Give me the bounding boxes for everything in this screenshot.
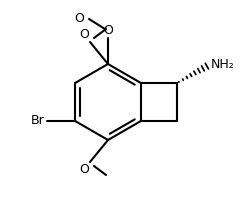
Text: O: O — [79, 163, 89, 176]
Text: O: O — [74, 12, 84, 26]
Text: O: O — [103, 24, 113, 37]
Text: O: O — [79, 28, 89, 41]
Text: NH₂: NH₂ — [211, 58, 235, 72]
Text: Br: Br — [30, 114, 44, 128]
